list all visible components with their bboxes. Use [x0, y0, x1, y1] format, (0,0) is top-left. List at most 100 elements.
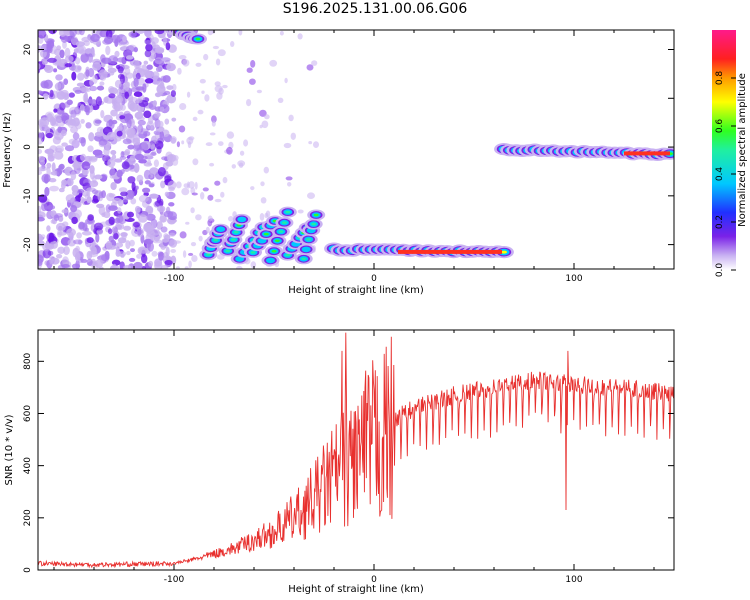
colorbar-tick-label: 0.2 [715, 215, 725, 229]
track-1-core [271, 250, 277, 253]
noise-speckle [214, 180, 221, 186]
noise-speckle [46, 162, 52, 169]
noise-speckle [201, 90, 205, 94]
noise-speckle [127, 176, 136, 184]
track-1-core [263, 232, 269, 236]
noise-speckle [249, 78, 256, 85]
noise-speckle [164, 118, 170, 125]
noise-speckle [38, 170, 42, 175]
noise-speckle [64, 63, 72, 68]
noise-speckle [50, 219, 56, 224]
noise-speckle [143, 238, 154, 245]
noise-speckle [76, 232, 82, 239]
noise-speckle [179, 231, 187, 239]
noise-speckle [38, 148, 43, 155]
noise-speckle [94, 131, 104, 137]
noise-speckle [38, 45, 45, 52]
noise-speckle [42, 248, 52, 259]
noise-speckle [66, 178, 74, 187]
noise-speckle [204, 94, 210, 102]
noise-speckle [115, 242, 124, 248]
noise-speckle [90, 33, 100, 43]
noise-speckle [218, 141, 224, 147]
noise-speckle [72, 132, 80, 141]
y-tick-label: 600 [23, 405, 33, 422]
noise-speckle [163, 36, 167, 46]
noise-speckle [139, 142, 149, 152]
noise-speckle [103, 211, 111, 219]
noise-speckle [133, 261, 143, 269]
noise-speckle [203, 53, 209, 61]
track-1-core [250, 251, 256, 254]
noise-speckle [86, 258, 93, 266]
noise-speckle [212, 45, 219, 50]
noise-speckle [45, 132, 53, 139]
noise-speckle [246, 67, 253, 73]
noise-speckle [114, 50, 120, 58]
noise-speckle [181, 187, 190, 196]
noise-speckle [187, 141, 192, 149]
noise-speckle [110, 265, 115, 269]
noise-speckle [62, 40, 67, 49]
spectrogram-ylabel: Frequency (Hz) [2, 112, 13, 188]
noise-speckle [207, 215, 213, 222]
noise-speckle [140, 155, 148, 160]
noise-speckle [53, 108, 58, 113]
noise-speckle [154, 30, 165, 35]
noise-speckle [71, 185, 79, 193]
noise-speckle [91, 198, 99, 204]
noise-speckle [53, 214, 60, 221]
track-1-core [231, 238, 236, 241]
noise-speckle [166, 85, 174, 90]
noise-speckle [80, 258, 88, 263]
noise-speckle [127, 100, 135, 110]
noise-speckle [226, 146, 233, 155]
noise-speckle [69, 30, 77, 37]
noise-speckle [100, 54, 106, 63]
noise-speckle [70, 109, 77, 119]
noise-speckle [57, 126, 63, 133]
noise-speckle [113, 232, 119, 240]
noise-speckle [103, 147, 110, 156]
noise-speckle [46, 232, 56, 243]
noise-speckle [308, 141, 313, 145]
noise-speckle [39, 117, 50, 128]
noise-speckle [107, 64, 113, 70]
noise-speckle [70, 205, 78, 213]
noise-speckle [250, 261, 257, 269]
track-2-core [501, 250, 507, 254]
noise-speckle [87, 145, 94, 153]
noise-speckle [75, 122, 82, 130]
noise-speckle [164, 175, 172, 183]
noise-speckle [143, 162, 153, 167]
noise-speckle [184, 266, 189, 269]
noise-speckle [38, 211, 46, 219]
noise-speckle [128, 257, 136, 262]
noise-speckle [222, 84, 228, 89]
noise-speckle [74, 89, 82, 94]
noise-speckle [152, 71, 160, 78]
noise-speckle [138, 159, 148, 164]
noise-speckle [38, 258, 43, 267]
noise-speckle [170, 90, 176, 97]
track-1-core [218, 228, 224, 231]
noise-speckle [68, 138, 77, 145]
noise-speckle [108, 119, 113, 127]
noise-speckle [185, 221, 190, 225]
snr-series-line [38, 332, 674, 569]
noise-speckle [41, 60, 48, 65]
noise-speckle [46, 225, 51, 232]
noise-speckle [78, 30, 85, 36]
noise-speckle [143, 131, 151, 137]
noise-speckle [192, 158, 199, 166]
noise-speckle [38, 216, 45, 222]
noise-speckle [87, 98, 93, 104]
noise-speckle [124, 67, 131, 75]
noise-speckle [48, 178, 57, 183]
noise-speckle [167, 180, 177, 190]
track-1-core [303, 248, 309, 251]
noise-speckle [238, 30, 243, 36]
noise-speckle [108, 216, 116, 225]
noise-speckle [44, 186, 50, 197]
noise-speckle [98, 191, 104, 199]
